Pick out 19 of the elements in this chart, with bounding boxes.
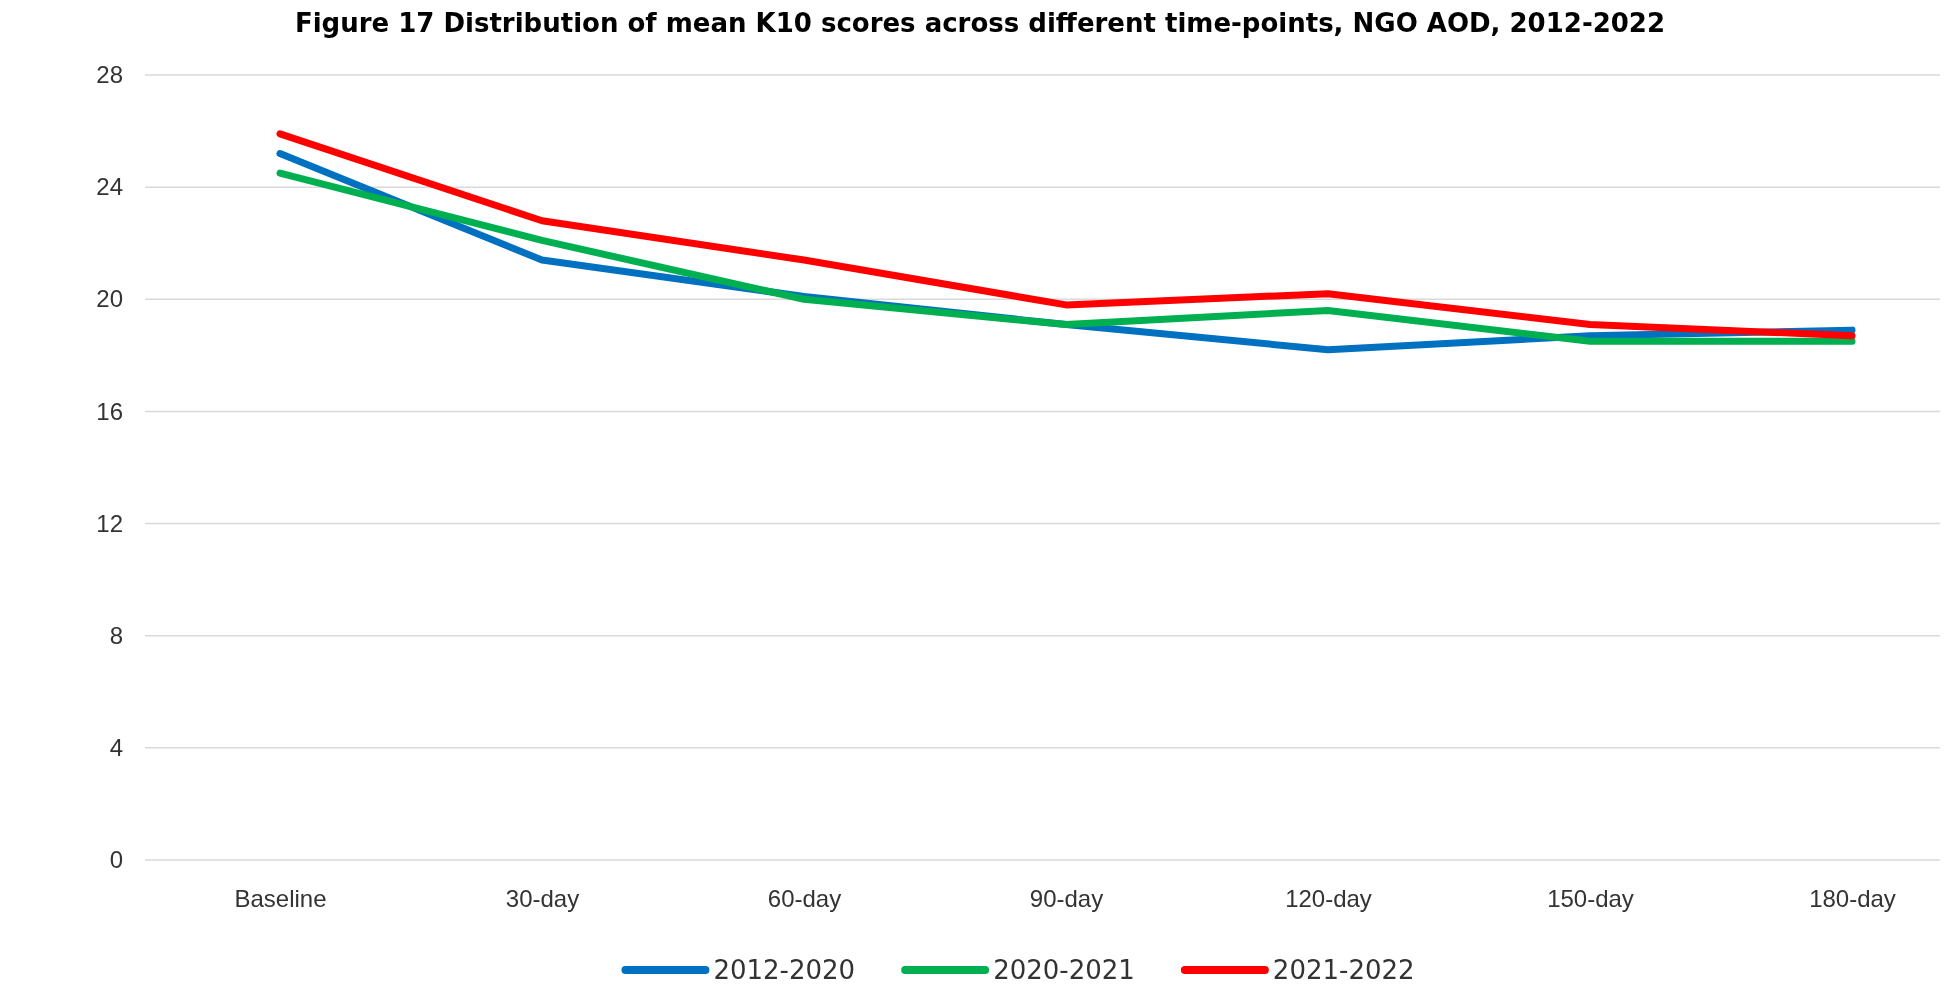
- x-tick-label: 60-day: [767, 885, 842, 913]
- x-tick-label: 180-day: [1809, 885, 1896, 913]
- y-tick-label: 0: [109, 846, 123, 874]
- x-tick-label: 120-day: [1285, 885, 1372, 913]
- y-tick-label: 20: [96, 285, 123, 313]
- legend-label: 2012-2020: [713, 955, 856, 985]
- x-tick-label: Baseline: [234, 885, 327, 913]
- legend-label: 2021-2022: [1272, 955, 1415, 985]
- y-tick-label: 4: [109, 734, 123, 762]
- y-tick-label: 12: [96, 509, 123, 537]
- chart-title: Figure 17 Distribution of mean K10 scores across different time-points, NGO AOD, 2012-2022: [294, 8, 1666, 38]
- y-tick-label: 28: [96, 61, 123, 89]
- y-tick-label: 24: [96, 173, 123, 201]
- legend-label: 2020-2021: [993, 955, 1135, 985]
- x-tick-label: 30-day: [505, 885, 580, 913]
- y-tick-label: 16: [96, 397, 123, 425]
- x-tick-label: 150-day: [1547, 885, 1634, 913]
- x-tick-label: 90-day: [1029, 885, 1104, 913]
- y-tick-label: 8: [109, 621, 123, 649]
